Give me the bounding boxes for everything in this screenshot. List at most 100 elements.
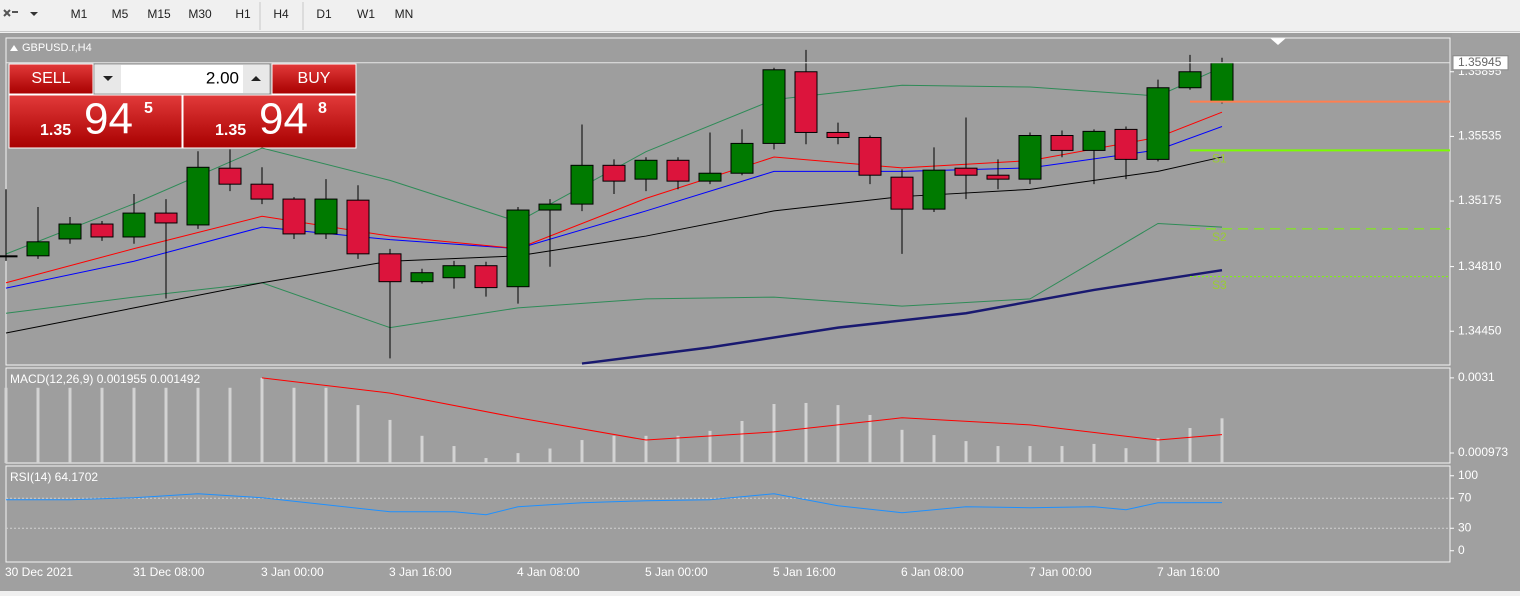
candle-body [570, 164, 594, 205]
tools-dropdown[interactable] [30, 12, 38, 16]
histogram-bar [708, 430, 712, 463]
histogram-bar [68, 387, 72, 463]
histogram-bar [388, 419, 392, 463]
histogram-bar [228, 387, 232, 463]
y-tick-label: 0.000973 [1458, 445, 1508, 459]
timeframe-label[interactable]: M30 [188, 7, 212, 21]
histogram-bar [804, 402, 808, 463]
indicator-line [5, 66, 1223, 255]
histogram-bar [1124, 448, 1128, 463]
trade-panel: SELL 2.00 BUY 1.35 94 5 1.35 94 8 [8, 63, 357, 149]
x-tick-label: 31 Dec 08:00 [133, 565, 205, 579]
sell-price-sup: 5 [144, 100, 153, 117]
candle-body [1082, 130, 1106, 151]
x-tick-label: 3 Jan 00:00 [261, 565, 324, 579]
shift-marker [1270, 38, 1286, 45]
sell-label[interactable]: SELL [31, 70, 70, 87]
current-price-box [1452, 55, 1509, 71]
indicator-line [5, 111, 1223, 284]
candle-body [1146, 87, 1170, 160]
candle-body [1018, 135, 1042, 180]
timeframe-label[interactable]: M15 [147, 7, 171, 21]
timeframe-label[interactable]: W1 [357, 7, 375, 21]
histogram-bar [164, 387, 168, 463]
timeframe-label[interactable]: M5 [112, 7, 129, 21]
y-tick-label: 0.0031 [1458, 370, 1495, 384]
histogram-bar [644, 435, 648, 463]
current-price-label: 1.35945 [1458, 55, 1502, 69]
histogram-bar [292, 387, 296, 463]
candle-body [154, 212, 178, 224]
histogram-bar [260, 377, 264, 463]
indicator-line [581, 268, 1223, 365]
histogram-bar [676, 435, 680, 463]
timeframe-label[interactable]: H1 [235, 7, 251, 21]
buy-price-sup: 8 [318, 100, 327, 117]
sell-price-box[interactable] [8, 94, 183, 149]
buy-label[interactable]: BUY [298, 70, 331, 87]
buy-price-prefix: 1.35 [215, 122, 246, 139]
histogram-bar [996, 446, 1000, 463]
symbol-collapse[interactable] [10, 45, 18, 51]
candle-body [986, 174, 1010, 180]
histogram-bar [420, 435, 424, 463]
candle-body [58, 223, 82, 240]
buy-price-big: 94 [259, 95, 308, 144]
candle-body [634, 159, 658, 180]
histogram-bar [516, 453, 520, 463]
histogram-bar [1188, 428, 1192, 463]
histogram-bar [452, 446, 456, 463]
tools-icon-glyph [3, 9, 18, 17]
buy-button[interactable] [271, 63, 357, 95]
histogram-bar [132, 387, 136, 463]
histogram-bar [1092, 443, 1096, 463]
pivot-label: S3 [1212, 278, 1227, 292]
histogram-bar [964, 441, 968, 463]
tools-icon[interactable] [2, 6, 38, 22]
candle-body [186, 166, 210, 226]
pane-title: RSI(14) 64.1702 [10, 470, 98, 484]
lot-input[interactable]: 2.00 [206, 68, 239, 87]
y-tick-label: 30 [1458, 520, 1472, 534]
pane-border [5, 465, 1451, 563]
histogram-bar [196, 387, 200, 463]
candle-body [122, 212, 146, 238]
histogram-bar [612, 435, 616, 463]
rsi-line [6, 493, 1223, 516]
histogram-bar [356, 405, 360, 463]
histogram-bar [1028, 446, 1032, 463]
x-tick-label: 5 Jan 00:00 [645, 565, 708, 579]
x-tick-label: 3 Jan 16:00 [389, 565, 452, 579]
x-tick-label: 4 Jan 08:00 [517, 565, 580, 579]
candle-body [346, 199, 370, 255]
candle-body [826, 131, 850, 138]
candle-body [1050, 135, 1074, 151]
sell-price-prefix: 1.35 [40, 122, 71, 139]
candle-body [730, 142, 754, 174]
lot-spinner[interactable] [93, 63, 271, 95]
x-tick-label: 30 Dec 2021 [5, 565, 73, 579]
timeframe-label[interactable]: M1 [71, 7, 88, 21]
histogram-bar [324, 387, 328, 463]
y-tick-label: 100 [1458, 468, 1478, 482]
indicator-line [5, 126, 1223, 289]
histogram-bar [484, 458, 488, 463]
sell-button[interactable] [8, 63, 94, 95]
candle-body [602, 164, 626, 182]
sell-price-big: 94 [84, 95, 133, 144]
timeframe-label[interactable]: MN [395, 7, 414, 21]
candle-body [90, 223, 114, 238]
candle-body [922, 169, 946, 210]
x-tick-label: 7 Jan 16:00 [1157, 565, 1220, 579]
candle-body [378, 253, 402, 283]
candle-body [442, 265, 466, 279]
candle-body [794, 71, 818, 133]
histogram-bar [100, 387, 104, 463]
timeframe-label[interactable]: D1 [316, 7, 332, 21]
candle-body [410, 272, 434, 283]
timeframe-label[interactable]: H4 [273, 7, 289, 21]
buy-price-box[interactable] [182, 94, 357, 149]
candle-body [698, 172, 722, 182]
y-tick-label: 1.34450 [1458, 323, 1502, 337]
